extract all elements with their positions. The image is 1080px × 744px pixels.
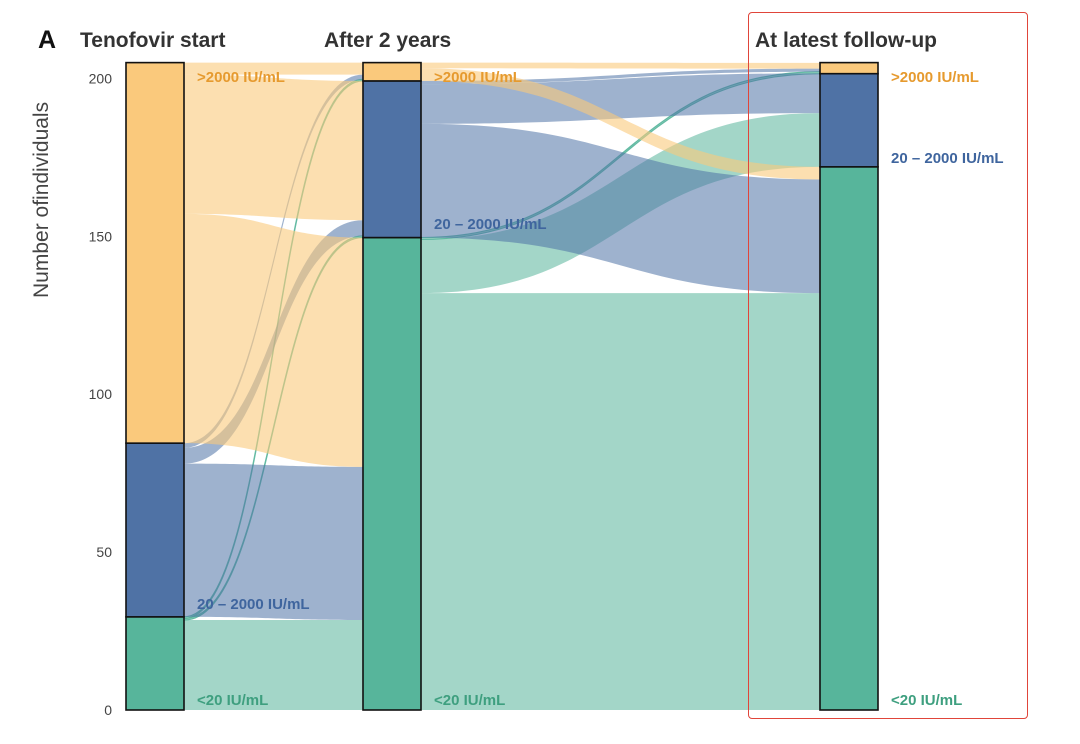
stage-title-start: Tenofovir start: [80, 29, 226, 52]
node-2-high: [819, 61, 879, 75]
y-tick-100: 100: [89, 386, 113, 402]
node-label-0-high: >2000 IU/mL: [197, 69, 285, 86]
stage-title-latest: At latest follow-up: [755, 29, 937, 52]
node-label-0-low: <20 IU/mL: [197, 692, 268, 709]
node-label-2-low: <20 IU/mL: [891, 692, 962, 709]
stage-title-2-years: After 2 years: [324, 29, 452, 52]
node-2-mid: [819, 72, 879, 168]
flow-0-high-to-high: [184, 62, 363, 75]
flow-1-high-to-high: [421, 62, 820, 69]
flow-0-high-to-low: [184, 213, 363, 467]
node-2-low: [819, 166, 879, 711]
node-0-mid: [125, 442, 185, 618]
node-layer: [125, 61, 879, 711]
y-tick-0: 0: [104, 702, 112, 718]
node-label-1-high: >2000 IU/mL: [434, 69, 522, 86]
node-0-high: [125, 61, 185, 444]
node-1-low: [362, 236, 422, 711]
flow-0-mid-to-low: [184, 463, 363, 620]
node-label-1-low: <20 IU/mL: [434, 692, 505, 709]
node-label-0-mid: 20 – 2000 IU/mL: [197, 596, 310, 613]
y-tick-50: 50: [96, 544, 112, 560]
node-label-2-high: >2000 IU/mL: [891, 69, 979, 86]
flow-1-high-to-low: [421, 68, 820, 180]
node-0-low: [125, 616, 185, 711]
panel-letter: A: [38, 26, 57, 54]
y-axis: 0 50 100 150 200: [89, 70, 113, 718]
flow-1-mid-to-low: [421, 123, 820, 294]
node-label-1-mid: 20 – 2000 IU/mL: [434, 216, 547, 233]
node-label-2-mid: 20 – 2000 IU/mL: [891, 150, 1004, 167]
node-label-layer: >2000 IU/mL 20 – 2000 IU/mL <20 IU/mL >2000…: [197, 69, 1004, 709]
flow-layer: [183, 62, 821, 710]
node-1-mid: [362, 80, 422, 239]
flow-1-low-to-low: [421, 293, 820, 710]
flow-0-low-to-low: [184, 619, 363, 710]
y-tick-200: 200: [89, 70, 113, 86]
y-tick-150: 150: [89, 228, 113, 244]
y-axis-label: Number ofindividuals: [30, 101, 53, 298]
node-1-high: [362, 61, 422, 82]
flow-0-high-to-mid: [184, 74, 363, 221]
latest-follow-up-highlight: [748, 12, 1028, 719]
